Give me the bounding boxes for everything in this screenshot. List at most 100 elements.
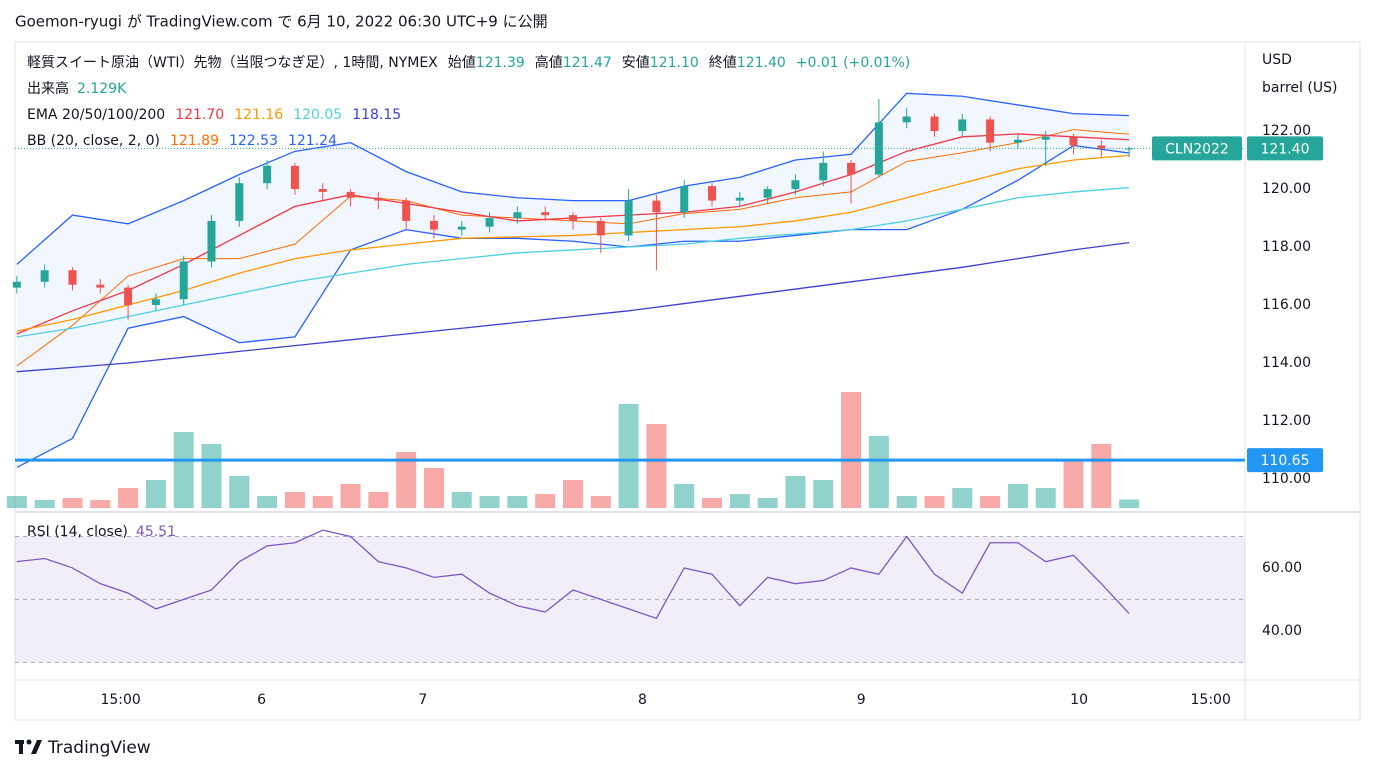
candle-body bbox=[96, 284, 105, 288]
hline-tag bbox=[1247, 448, 1323, 473]
bb-upper bbox=[16, 92, 1130, 265]
volume-bar bbox=[1091, 444, 1112, 508]
volume-bar bbox=[590, 496, 611, 508]
candle-body bbox=[624, 200, 633, 236]
symbol-tag bbox=[1152, 136, 1242, 161]
legend-item: 121.40 bbox=[737, 55, 786, 71]
x-tick-label: 10 bbox=[1070, 692, 1088, 708]
legend: EMA 20/50/100/200 121.70 121.16 120.05 118.1… bbox=[27, 107, 401, 123]
legend-item: 121.24 bbox=[288, 133, 337, 149]
volume-bar bbox=[1119, 499, 1140, 508]
volume-bar bbox=[980, 496, 1001, 508]
y-axis-label: USD bbox=[1262, 52, 1292, 68]
price-tag-label: 121.40 bbox=[1261, 141, 1310, 157]
legend-item: 始値 bbox=[448, 55, 476, 71]
candle-body bbox=[124, 287, 133, 306]
rsi-tick-label: 40.00 bbox=[1262, 623, 1302, 639]
volume-bar bbox=[423, 468, 444, 508]
candle-body bbox=[12, 281, 21, 288]
volume-bar bbox=[729, 494, 750, 508]
legend-item: 118.15 bbox=[352, 107, 401, 123]
volume-bar bbox=[507, 496, 528, 508]
x-tick-label: 15:00 bbox=[100, 692, 140, 708]
legend: RSI (14, close) 45.51 bbox=[27, 524, 176, 540]
legend-item: 121.47 bbox=[563, 55, 612, 71]
volume-bar bbox=[702, 498, 723, 508]
legend-item: RSI (14, close) bbox=[27, 524, 128, 540]
y-tick-label: 122.00 bbox=[1262, 123, 1311, 139]
x-tick-label: 8 bbox=[638, 692, 647, 708]
volume-bar bbox=[34, 500, 55, 508]
candle-body bbox=[596, 220, 605, 236]
volume-bar bbox=[201, 444, 222, 508]
legend-item: 安値 bbox=[622, 55, 650, 71]
volume-bar bbox=[62, 498, 83, 508]
candle-body bbox=[179, 261, 188, 300]
volume-bar bbox=[145, 480, 166, 508]
candle-body bbox=[652, 200, 661, 213]
legend-item: 終値 bbox=[709, 55, 737, 71]
chart-frame bbox=[14, 41, 1361, 721]
candle-body bbox=[1097, 145, 1106, 149]
legend: 軽質スイート原油（WTI）先物（当限つなぎ足）, 1時間, NYMEX 始値121… bbox=[27, 54, 910, 71]
x-tick-label: 15:00 bbox=[1191, 692, 1231, 708]
candle-body bbox=[930, 116, 939, 132]
candle-body bbox=[791, 180, 800, 190]
legend-item: 122.53 bbox=[229, 133, 278, 149]
legend-item: 2.129K bbox=[77, 81, 127, 97]
bb-lower bbox=[16, 144, 1130, 468]
candle-body bbox=[874, 122, 883, 175]
volume-bar bbox=[451, 492, 472, 508]
rsi-line bbox=[16, 529, 1130, 620]
legend-item: 出来高 bbox=[27, 80, 69, 97]
legend-item: 軽質スイート原油（WTI）先物（当限つなぎ足）, 1時間, NYMEX bbox=[27, 55, 438, 71]
volume-bar bbox=[1007, 484, 1028, 508]
candle-body bbox=[68, 270, 77, 285]
volume-bar bbox=[841, 392, 862, 508]
volume-bar bbox=[562, 480, 583, 508]
ema-line bbox=[16, 154, 1130, 332]
candle-body bbox=[207, 220, 216, 262]
volume-bar bbox=[813, 480, 834, 508]
x-tick-label: 6 bbox=[257, 692, 266, 708]
legend-item: 121.39 bbox=[476, 55, 525, 71]
volume-bar bbox=[6, 496, 27, 508]
legend-item: 121.16 bbox=[234, 107, 283, 123]
logo bbox=[15, 739, 42, 754]
candle-body bbox=[819, 162, 828, 181]
legend-item: 高値 bbox=[535, 54, 563, 71]
volume-bar bbox=[952, 488, 973, 508]
candle-body bbox=[847, 162, 856, 175]
candle-body bbox=[1125, 148, 1134, 150]
legend: BB (20, close, 2, 0) 121.89 122.53 121.24 bbox=[27, 133, 337, 149]
candle-body bbox=[374, 197, 383, 201]
legend-item: BB (20, close, 2, 0) bbox=[27, 133, 160, 149]
candle-body bbox=[735, 197, 744, 201]
volume-bar bbox=[118, 488, 139, 508]
legend-item: 45.51 bbox=[136, 524, 176, 540]
ema-line bbox=[16, 242, 1130, 373]
candle-body bbox=[402, 200, 411, 221]
legend-item: 121.89 bbox=[170, 133, 219, 149]
candle-body bbox=[902, 116, 911, 123]
x-tick-label: 9 bbox=[857, 692, 866, 708]
candle-body bbox=[513, 212, 522, 219]
volume-bar bbox=[1035, 488, 1056, 508]
legend-item: EMA 20/50/100/200 bbox=[27, 107, 165, 123]
candle-body bbox=[429, 220, 438, 230]
candle-body bbox=[1041, 136, 1050, 140]
y-tick-label: 114.00 bbox=[1262, 355, 1311, 371]
y-tick-label: 120.00 bbox=[1262, 181, 1311, 197]
brand: TradingView bbox=[47, 738, 151, 758]
y-tick-label: 118.00 bbox=[1262, 239, 1311, 255]
candle-body bbox=[485, 218, 494, 227]
hline-tag-label: 110.65 bbox=[1261, 453, 1310, 469]
volume-bar bbox=[674, 484, 695, 508]
candle-body bbox=[986, 119, 995, 143]
price-tag bbox=[1247, 136, 1323, 161]
volume-bar bbox=[868, 436, 889, 508]
candle-body bbox=[568, 215, 577, 221]
rsi-tick-label: 60.00 bbox=[1262, 560, 1302, 576]
candle-body bbox=[263, 165, 272, 184]
